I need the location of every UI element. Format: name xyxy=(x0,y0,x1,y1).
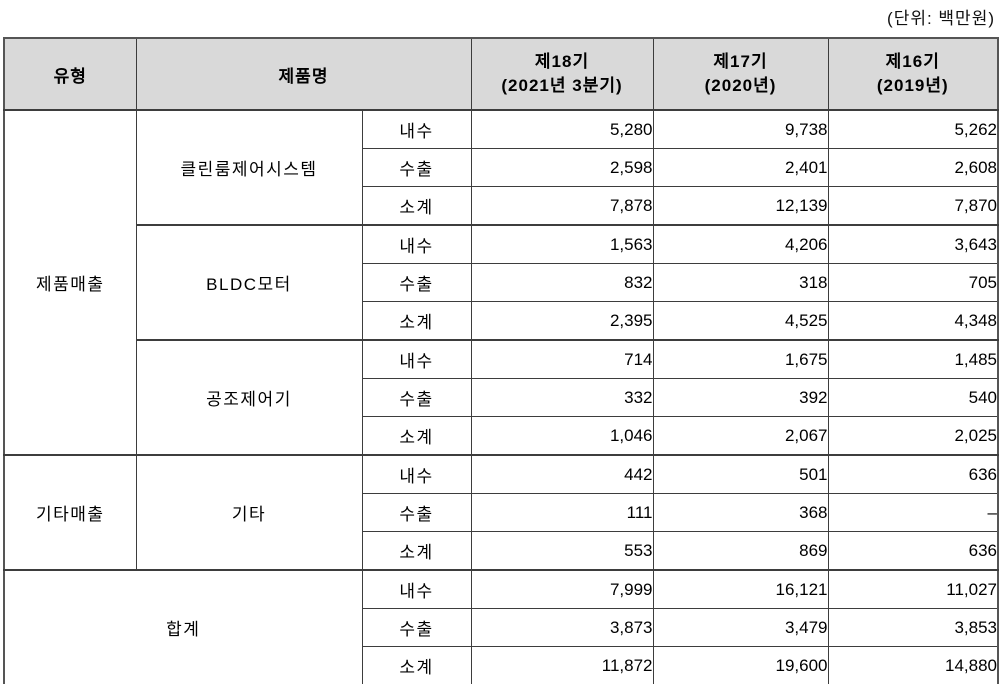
cell-value-16: 5,262 xyxy=(827,109,999,149)
cell-value-16: 2,025 xyxy=(827,416,999,456)
table-row: 수출 832 318 705 xyxy=(4,263,999,302)
cell-value-17: 4,206 xyxy=(652,224,829,264)
cell-value-17: 869 xyxy=(652,531,829,571)
cell-channel: 수출 xyxy=(361,263,472,302)
table-row: 소계 1,046 2,067 2,025 xyxy=(4,416,999,456)
cell-value-18: 5,280 xyxy=(470,109,654,149)
table-row: 소계 553 869 636 xyxy=(4,531,999,571)
col-header-type: 유형 xyxy=(3,37,137,111)
revenue-by-product-table: 유형 제품명 제18기 (2021년 3분기) 제17기 (2020년) 제16… xyxy=(3,37,1000,684)
table-row: 제품매출 클린룸제어시스템 내수 5,280 9,738 5,262 xyxy=(3,109,999,456)
header-row: 유형 제품명 제18기 (2021년 3분기) 제17기 (2020년) 제16… xyxy=(3,37,999,111)
cell-value-18: 442 xyxy=(470,454,654,494)
cell-channel: 수출 xyxy=(361,148,472,187)
table-row: 기타매출 기타 내수 442 501 636 xyxy=(3,454,999,571)
cell-product: 기타 xyxy=(135,454,363,571)
cell-value-16: 3,643 xyxy=(827,224,999,264)
cell-channel: 수출 xyxy=(361,493,472,532)
cell-value-18: 7,878 xyxy=(470,186,654,226)
cell-value-17: 1,675 xyxy=(652,339,829,379)
cell-value-16: 636 xyxy=(827,531,999,571)
cell-value-17: 2,401 xyxy=(652,148,829,187)
table-row: 소계 2,395 4,525 4,348 xyxy=(4,301,999,341)
cell-value-18: 714 xyxy=(470,339,654,379)
table-row: 수출 332 392 540 xyxy=(4,378,999,417)
cell-channel: 내수 xyxy=(361,454,472,494)
cell-value-18: 11,872 xyxy=(470,646,654,684)
period-18-span: (2021년 3분기) xyxy=(501,76,623,95)
period-18-name: 제18기 xyxy=(534,52,590,71)
cell-total-label: 합계 xyxy=(3,569,363,684)
cell-channel: 내수 xyxy=(361,224,472,264)
cell-value-17: 368 xyxy=(652,493,829,532)
cell-channel: 소계 xyxy=(361,301,472,341)
cell-channel: 소계 xyxy=(361,531,472,571)
cell-value-17: 501 xyxy=(652,454,829,494)
cell-value-16: 636 xyxy=(827,454,999,494)
cell-value-18: 111 xyxy=(470,493,654,532)
cell-value-16: 11,027 xyxy=(827,569,999,609)
cell-channel: 내수 xyxy=(361,339,472,379)
cell-value-16: 14,880 xyxy=(827,646,999,684)
cell-value-16: – xyxy=(827,493,999,532)
cell-value-18: 2,395 xyxy=(470,301,654,341)
cell-value-18: 1,046 xyxy=(470,416,654,456)
period-17-name: 제17기 xyxy=(713,52,768,71)
col-header-product: 제품명 xyxy=(135,37,472,111)
cell-value-18: 3,873 xyxy=(470,608,654,647)
cell-value-18: 832 xyxy=(470,263,654,302)
table-row: 소계 7,878 12,139 7,870 xyxy=(4,186,999,226)
cell-value-16: 7,870 xyxy=(827,186,999,226)
cell-channel: 소계 xyxy=(361,416,472,456)
table-row: 합계 내수 7,999 16,121 11,027 xyxy=(3,569,999,684)
cell-channel: 내수 xyxy=(361,569,472,609)
cell-value-18: 2,598 xyxy=(470,148,654,187)
table-row: 수출 111 368 – xyxy=(4,493,999,532)
cell-type: 제품매출 xyxy=(3,109,137,456)
cell-type: 기타매출 xyxy=(3,454,137,571)
cell-channel: 수출 xyxy=(361,378,472,417)
cell-value-16: 4,348 xyxy=(827,301,999,341)
period-16-span: (2019년) xyxy=(876,76,949,95)
table-row: 소계 11,872 19,600 14,880 xyxy=(4,646,999,684)
cell-product: BLDC모터 xyxy=(135,224,363,341)
period-16-name: 제16기 xyxy=(885,52,940,71)
unit-label: (단위: 백만원) xyxy=(887,9,995,28)
cell-channel: 수출 xyxy=(361,608,472,647)
cell-value-16: 705 xyxy=(827,263,999,302)
cell-value-16: 540 xyxy=(827,378,999,417)
cell-product: 공조제어기 xyxy=(135,339,363,456)
cell-value-18: 1,563 xyxy=(470,224,654,264)
cell-channel: 소계 xyxy=(361,186,472,226)
table-row: BLDC모터 내수 1,563 4,206 3,643 xyxy=(4,224,999,341)
cell-value-17: 4,525 xyxy=(652,301,829,341)
cell-value-16: 1,485 xyxy=(827,339,999,379)
col-header-period-18: 제18기 (2021년 3분기) xyxy=(470,37,654,111)
cell-value-18: 7,999 xyxy=(470,569,654,609)
cell-channel: 내수 xyxy=(361,109,472,149)
cell-product: 클린룸제어시스템 xyxy=(135,109,363,226)
cell-value-18: 332 xyxy=(470,378,654,417)
table-row: 수출 2,598 2,401 2,608 xyxy=(4,148,999,187)
cell-value-18: 553 xyxy=(470,531,654,571)
cell-value-17: 2,067 xyxy=(652,416,829,456)
cell-value-17: 16,121 xyxy=(652,569,829,609)
cell-value-16: 2,608 xyxy=(827,148,999,187)
table-row: 공조제어기 내수 714 1,675 1,485 xyxy=(4,339,999,456)
col-header-period-16: 제16기 (2019년) xyxy=(827,37,999,111)
cell-value-17: 19,600 xyxy=(652,646,829,684)
col-header-period-17: 제17기 (2020년) xyxy=(652,37,829,111)
cell-value-17: 12,139 xyxy=(652,186,829,226)
cell-channel: 소계 xyxy=(361,646,472,684)
cell-value-17: 3,479 xyxy=(652,608,829,647)
cell-value-17: 9,738 xyxy=(652,109,829,149)
cell-value-16: 3,853 xyxy=(827,608,999,647)
table-row: 수출 3,873 3,479 3,853 xyxy=(4,608,999,647)
cell-value-17: 318 xyxy=(652,263,829,302)
cell-value-17: 392 xyxy=(652,378,829,417)
period-17-span: (2020년) xyxy=(704,76,777,95)
